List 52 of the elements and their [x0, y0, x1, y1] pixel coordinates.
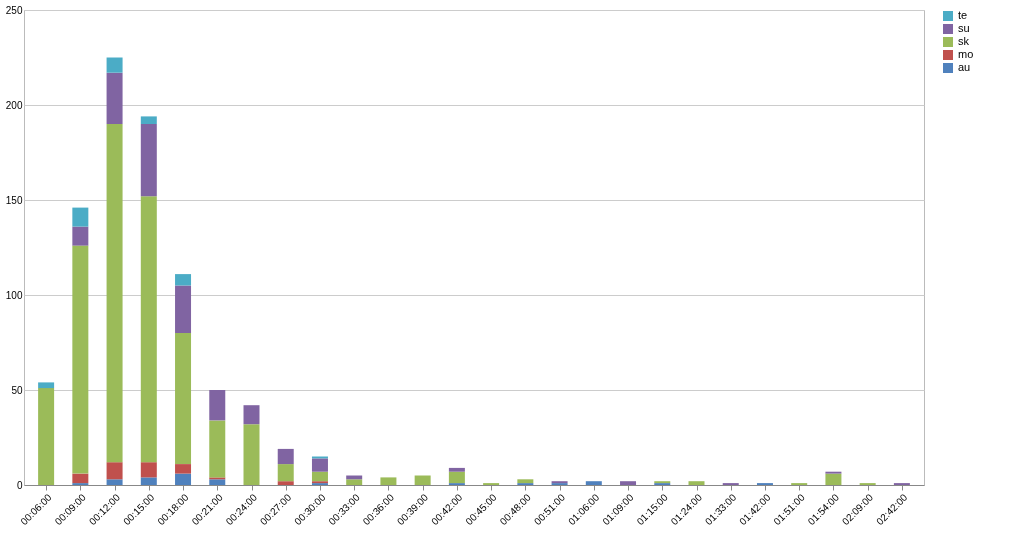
legend-label: mo: [958, 48, 974, 60]
bar: [106, 462, 123, 480]
bar: [140, 462, 157, 478]
y-tick-label: 150: [5, 194, 23, 206]
bar: [140, 477, 157, 485]
legend-label: te: [958, 9, 968, 21]
y-tick-label: 100: [5, 289, 23, 301]
bar: [414, 475, 431, 485]
y-tick-label: 200: [5, 99, 23, 111]
bar: [209, 420, 226, 478]
legend-label: sk: [958, 35, 970, 47]
bar: [311, 458, 328, 472]
bar: [175, 333, 192, 465]
bar: [825, 473, 842, 485]
bar: [106, 57, 123, 73]
bar: [277, 464, 294, 482]
bar: [140, 196, 157, 463]
bar: [277, 448, 294, 465]
bar: [106, 124, 123, 463]
bar: [175, 285, 192, 333]
legend-label: su: [958, 22, 970, 34]
bar: [346, 479, 363, 485]
bar: [175, 464, 192, 474]
bar: [38, 382, 55, 389]
bar: [620, 481, 637, 485]
bar: [72, 226, 89, 246]
bar: [380, 477, 397, 485]
bar: [72, 245, 89, 474]
bar: [311, 471, 328, 482]
bar: [448, 467, 465, 472]
bar: [209, 390, 226, 421]
bar: [243, 424, 260, 485]
legend-label: au: [958, 61, 971, 73]
bar: [72, 207, 89, 227]
bar: [517, 479, 534, 484]
bar: [106, 72, 123, 124]
bar: [140, 116, 157, 124]
bar: [175, 274, 192, 286]
bar: [72, 473, 89, 484]
bar: [448, 471, 465, 484]
bar: [140, 124, 157, 197]
bar: [243, 405, 260, 425]
bar: [277, 481, 294, 485]
y-tick-label: 50: [11, 384, 23, 396]
bar: [175, 473, 192, 485]
bar: [209, 479, 226, 485]
bar: [38, 388, 55, 485]
bar: [106, 479, 123, 485]
bar: [688, 481, 705, 485]
bar: [585, 481, 602, 485]
y-tick-label: 250: [5, 4, 23, 16]
y-tick-label: 0: [16, 479, 23, 491]
